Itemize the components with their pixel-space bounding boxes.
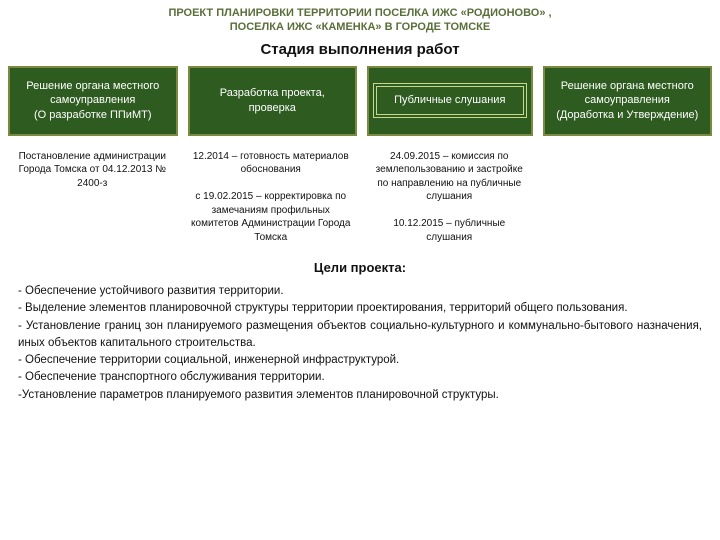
goal-item: -Установление параметров планируемого ра… bbox=[18, 387, 702, 404]
header-line-1: ПРОЕКТ ПЛАНИРОВКИ ТЕРРИТОРИИ ПОСЕЛКА ИЖС… bbox=[10, 6, 710, 20]
stages-title: Стадия выполнения работ bbox=[0, 37, 720, 66]
goal-item: - Установление границ зон планируемого р… bbox=[18, 318, 702, 353]
detail-box-2: 12.2014 – готовность материалов обоснова… bbox=[187, 148, 356, 247]
header-line-2: ПОСЕЛКА ИЖС «КАМЕНКА» В ГОРОДЕ ТОМСКЕ bbox=[10, 20, 710, 34]
detail-row: Постановление администрации Города Томск… bbox=[0, 136, 720, 255]
stage-text-top: Публичные слушания bbox=[379, 93, 521, 107]
stage-row: Решение органа местного самоуправления (… bbox=[0, 66, 720, 136]
goal-item: - Обеспечение устойчивого развития терри… bbox=[18, 283, 702, 300]
goal-item: - Обеспечение транспортного обслуживания… bbox=[18, 369, 702, 386]
detail-box-4 bbox=[544, 148, 713, 247]
stage-inner: Публичные слушания bbox=[373, 83, 527, 117]
goal-item: - Выделение элементов планировочной стру… bbox=[18, 300, 702, 317]
stage-text-top: Решение органа местного самоуправления bbox=[14, 79, 172, 108]
stage-text-bottom: проверка bbox=[194, 101, 352, 115]
stage-text-bottom: (О разработке ППиМТ) bbox=[14, 108, 172, 122]
stage-text-top: Решение органа местного самоуправления bbox=[549, 79, 707, 108]
goal-item: - Обеспечение территории социальной, инж… bbox=[18, 352, 702, 369]
document-header: ПРОЕКТ ПЛАНИРОВКИ ТЕРРИТОРИИ ПОСЕЛКА ИЖС… bbox=[0, 0, 720, 37]
stage-text-bottom: (Доработка и Утверждение) bbox=[549, 108, 707, 122]
stage-box-1: Решение органа местного самоуправления (… bbox=[8, 66, 178, 136]
goals-title: Цели проекта: bbox=[0, 254, 720, 283]
stage-box-2: Разработка проекта, проверка bbox=[188, 66, 358, 136]
stage-box-3: Публичные слушания bbox=[367, 66, 533, 136]
stage-text-top: Разработка проекта, bbox=[194, 86, 352, 100]
detail-box-1: Постановление администрации Города Томск… bbox=[8, 148, 177, 247]
goals-list: - Обеспечение устойчивого развития терри… bbox=[0, 283, 720, 404]
stage-box-4: Решение органа местного самоуправления (… bbox=[543, 66, 713, 136]
detail-box-3: 24.09.2015 – комиссия по землепользовани… bbox=[365, 148, 534, 247]
